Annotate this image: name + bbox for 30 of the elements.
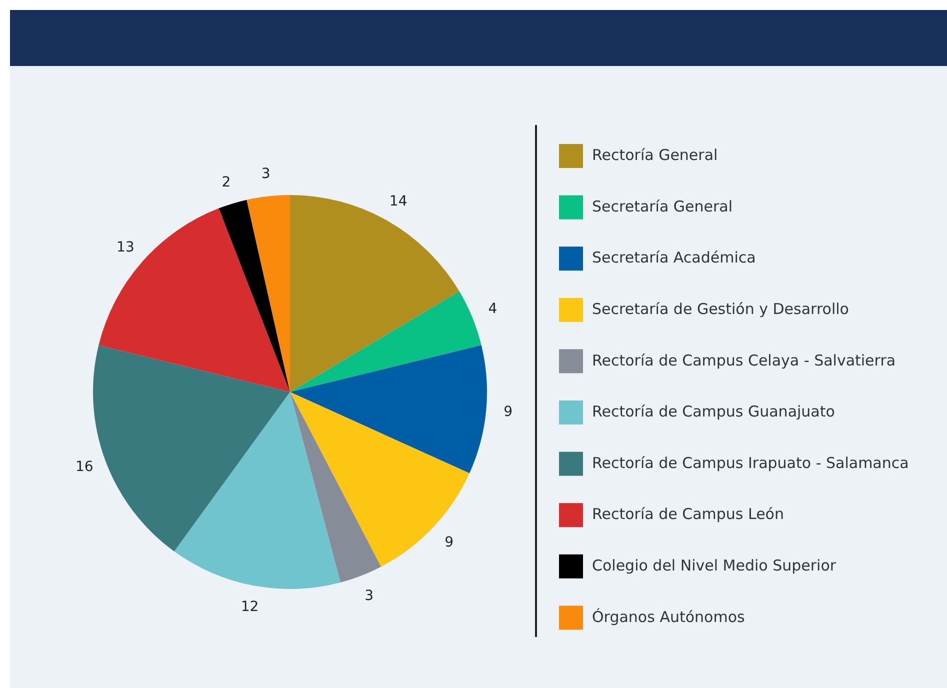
legend-label: Rectoría de Campus Celaya - Salvatierra [592,351,896,370]
pie-slice [290,195,460,392]
legend-label: Secretaría de Gestión y Desarrollo [592,300,849,318]
pie-slice [98,208,290,392]
data-label: 3 [364,588,374,604]
data-label: 14 [389,194,408,210]
pie-slice [218,200,290,392]
data-label: 12 [240,599,259,616]
data-label: 16 [75,459,94,476]
data-label: 13 [116,239,134,256]
legend-label: Rectoría de Campus León [592,505,784,524]
pie-slice [174,392,340,589]
pie-slice [93,345,290,552]
legend-label: Secretaría Académica [592,248,756,267]
legend-label: Rectoría de Campus Irapuato - Salamanca [592,454,909,472]
legend-label: Secretaría General [592,197,733,216]
pie-slice [290,291,482,392]
data-label: 3 [261,166,270,182]
pie-slice [290,392,470,567]
data-label: 9 [444,534,454,550]
pie-slice [290,345,487,474]
data-label: 2 [222,174,231,190]
legend-label: Rectoría de Campus Guanajuato [592,402,835,421]
data-label: 4 [488,300,498,317]
data-label: 9 [504,404,513,420]
pie-slice [246,195,290,392]
legend-label: Órganos Autónomos [592,608,745,626]
legend-label: Rectoría General [592,146,718,164]
legend-label: Colegio del Nivel Medio Superior [592,556,837,575]
pie-slice [290,392,382,582]
